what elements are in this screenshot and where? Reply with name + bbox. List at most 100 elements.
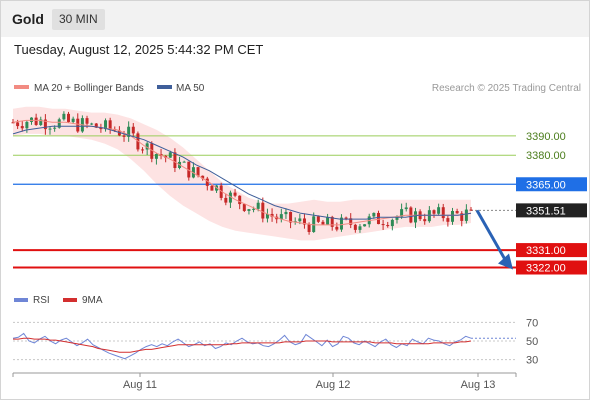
support-label-box [516, 243, 587, 258]
candle-body [219, 185, 223, 198]
x-axis: Aug 11 Aug 12 Aug 13 [12, 372, 517, 391]
candle-body [238, 195, 242, 205]
candle-body [432, 210, 436, 214]
candle-body [150, 143, 154, 159]
candle-body [187, 161, 191, 178]
candle-body [71, 118, 75, 122]
candle-body [122, 135, 126, 137]
candle-body [339, 217, 343, 230]
candle-body [363, 224, 367, 227]
candle-body [321, 221, 325, 225]
candle-body [464, 209, 468, 221]
candle-body [173, 152, 177, 169]
candle-body [349, 218, 353, 225]
rsi-ma-line [13, 337, 472, 353]
candle-body [284, 211, 288, 215]
rsi-tick-label: 50 [526, 336, 538, 348]
bollinger-bands [13, 106, 471, 241]
candle-body [289, 211, 293, 223]
candle-body [376, 212, 380, 225]
candle-body [168, 152, 172, 158]
candle-body [386, 225, 390, 227]
support-label: 3331.00 [526, 245, 566, 257]
ma50-legend-label: MA 50 [176, 83, 205, 94]
candle-body [104, 120, 108, 130]
candle-body [48, 128, 52, 130]
candle-body [99, 127, 103, 130]
rsi-legend-swatch [14, 298, 28, 302]
candle-body [131, 126, 135, 134]
candle-body [395, 216, 399, 220]
support-label-box [516, 260, 587, 275]
candle-body [390, 219, 394, 227]
candle-body [265, 213, 269, 219]
candle-body [39, 119, 43, 125]
resistance-label: 3380.00 [526, 150, 566, 162]
candle-body [437, 207, 441, 214]
candle-body [441, 207, 445, 219]
candle-body [353, 224, 357, 230]
candle-body [25, 121, 29, 129]
candle-body [247, 209, 251, 211]
forecast-arrow-shaft [475, 209, 507, 261]
candle-body [154, 153, 158, 159]
candle-body [53, 127, 57, 129]
candle-body [108, 120, 112, 130]
ma20-legend-swatch [14, 85, 29, 89]
candle-body [270, 213, 274, 217]
ma50-line [12, 125, 472, 220]
candle-body [62, 113, 66, 120]
candle-body [11, 122, 15, 124]
header-bar: Gold 30 MIN [1, 1, 589, 37]
candle-body [372, 212, 376, 217]
candle-body [233, 192, 237, 196]
candle-body [344, 217, 348, 219]
candle-body [358, 226, 362, 230]
rsi-tick-label: 30 [526, 355, 538, 367]
pivot-label-box [516, 177, 587, 192]
candle-body [252, 208, 256, 210]
candle-body [261, 202, 265, 219]
forecast-arrow [475, 209, 513, 270]
candle-body [210, 185, 214, 191]
candle-body [94, 123, 98, 128]
candle-body [400, 209, 404, 217]
price-level-labels: 3390.00 3380.00 3365.00 3351.51 3331.00 3322.… [516, 131, 587, 275]
candle-body [381, 224, 385, 226]
candle-body [307, 224, 311, 233]
candle-body [127, 126, 131, 137]
pivot-label: 3365.00 [526, 179, 566, 191]
timeframe-button[interactable]: 30 MIN [52, 9, 105, 30]
candle-body [90, 123, 94, 125]
x-tick-label: Aug 12 [316, 379, 351, 391]
bollinger-band-area [13, 106, 471, 241]
candle-body [413, 211, 417, 223]
candle-body [279, 214, 283, 220]
rsi-line [12, 332, 472, 360]
candle-body [43, 119, 47, 130]
candle-body [57, 119, 61, 128]
timestamp: Tuesday, August 12, 2025 5:44:32 PM CET [14, 42, 264, 57]
candle-body [326, 216, 330, 225]
last-price-label: 3351.51 [526, 205, 566, 217]
candle-body [455, 210, 459, 214]
x-tick-label: Aug 11 [123, 379, 157, 391]
candle-body [228, 192, 232, 203]
candle-body [182, 161, 186, 163]
x-tick-label: Aug 13 [461, 379, 496, 391]
candle-body [205, 178, 209, 186]
candle-body [145, 143, 149, 150]
rsi-ma-legend-swatch [63, 298, 77, 302]
candle-body [298, 218, 302, 222]
ma20-legend-label: MA 20 + Bollinger Bands [34, 83, 144, 94]
last-price-label-box [516, 203, 587, 218]
candle-body [201, 175, 205, 179]
rsi-ma-legend-label: 9MA [82, 295, 103, 306]
candle-body [256, 202, 260, 209]
moving-averages [12, 119, 472, 226]
candle-body [141, 149, 145, 151]
price-levels [13, 135, 516, 269]
rsi-legend-label: RSI [33, 295, 50, 306]
candle-body [76, 118, 80, 132]
